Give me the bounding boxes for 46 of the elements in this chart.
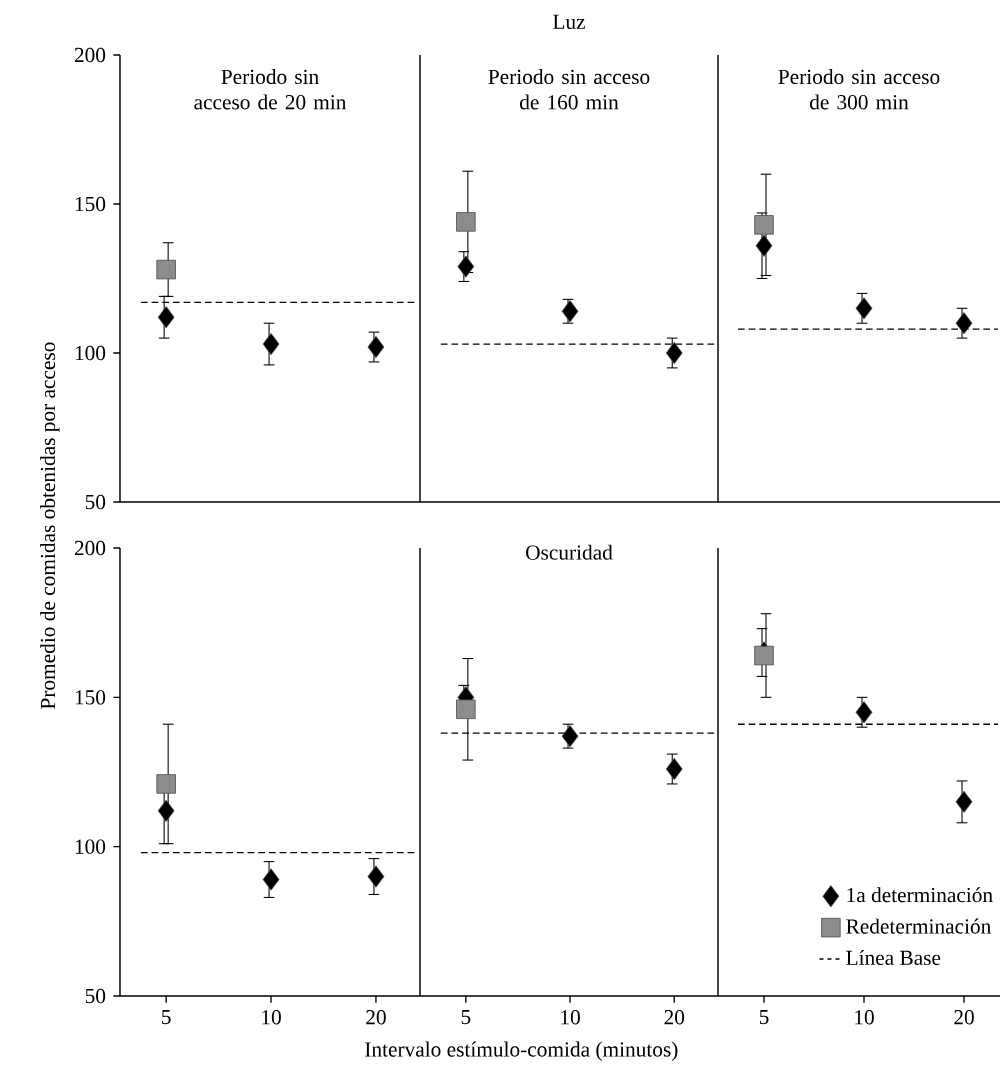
x-tick-label: 5 [759,1010,769,1025]
y-tick-label: 150 [75,690,106,705]
point [262,868,280,891]
point [665,757,683,781]
chart-title: Oscuridad [526,544,613,560]
y-tick-label: 200 [74,47,106,63]
y-axis-title: Promedio de comidas obtenidas por acceso [40,342,60,709]
y-tick-label: 100 [75,839,106,854]
point [156,259,176,280]
point [367,865,385,888]
y-tick-label: 50 [85,494,106,510]
point [156,774,176,794]
legend-label: Línea Base [846,949,941,966]
y-tick-label: 200 [74,540,106,556]
y-tick-label: 100 [75,345,106,361]
point [367,335,385,359]
x-tick-label: 5 [461,1010,471,1025]
point [456,212,476,232]
x-tick-label: 10 [561,1010,580,1025]
point [665,341,683,365]
text: Periodo sin acceso de 20 min [194,69,347,110]
chart-title: Luz [553,14,585,29]
point [955,312,973,335]
legend-label: Redeterminación [846,918,992,934]
point [561,725,579,748]
point [157,799,175,822]
point [456,699,476,720]
point [855,297,873,320]
x-tick-label: 20 [664,1010,685,1025]
legend-label: 1a determinación [847,887,993,903]
point [755,234,773,257]
x-axis-title: Intervalo estímulo-comida (minutos) [365,1041,678,1061]
x-tick-label: 10 [855,1010,874,1025]
point [262,332,280,356]
x-tick-label: 20 [366,1010,386,1025]
y-tick-label: 150 [75,196,106,212]
point [457,255,475,278]
point [754,215,774,235]
x-tick-label: 10 [262,1010,281,1025]
point [157,306,175,329]
point [561,300,579,323]
x-tick-label: 20 [954,1010,974,1025]
y-tick-label: 50 [85,988,106,1004]
text: Periodo sin acceso de 160 min [488,69,650,110]
x-tick-label: 5 [162,1010,171,1025]
text: Periodo sin acceso de 300 min [778,69,940,110]
